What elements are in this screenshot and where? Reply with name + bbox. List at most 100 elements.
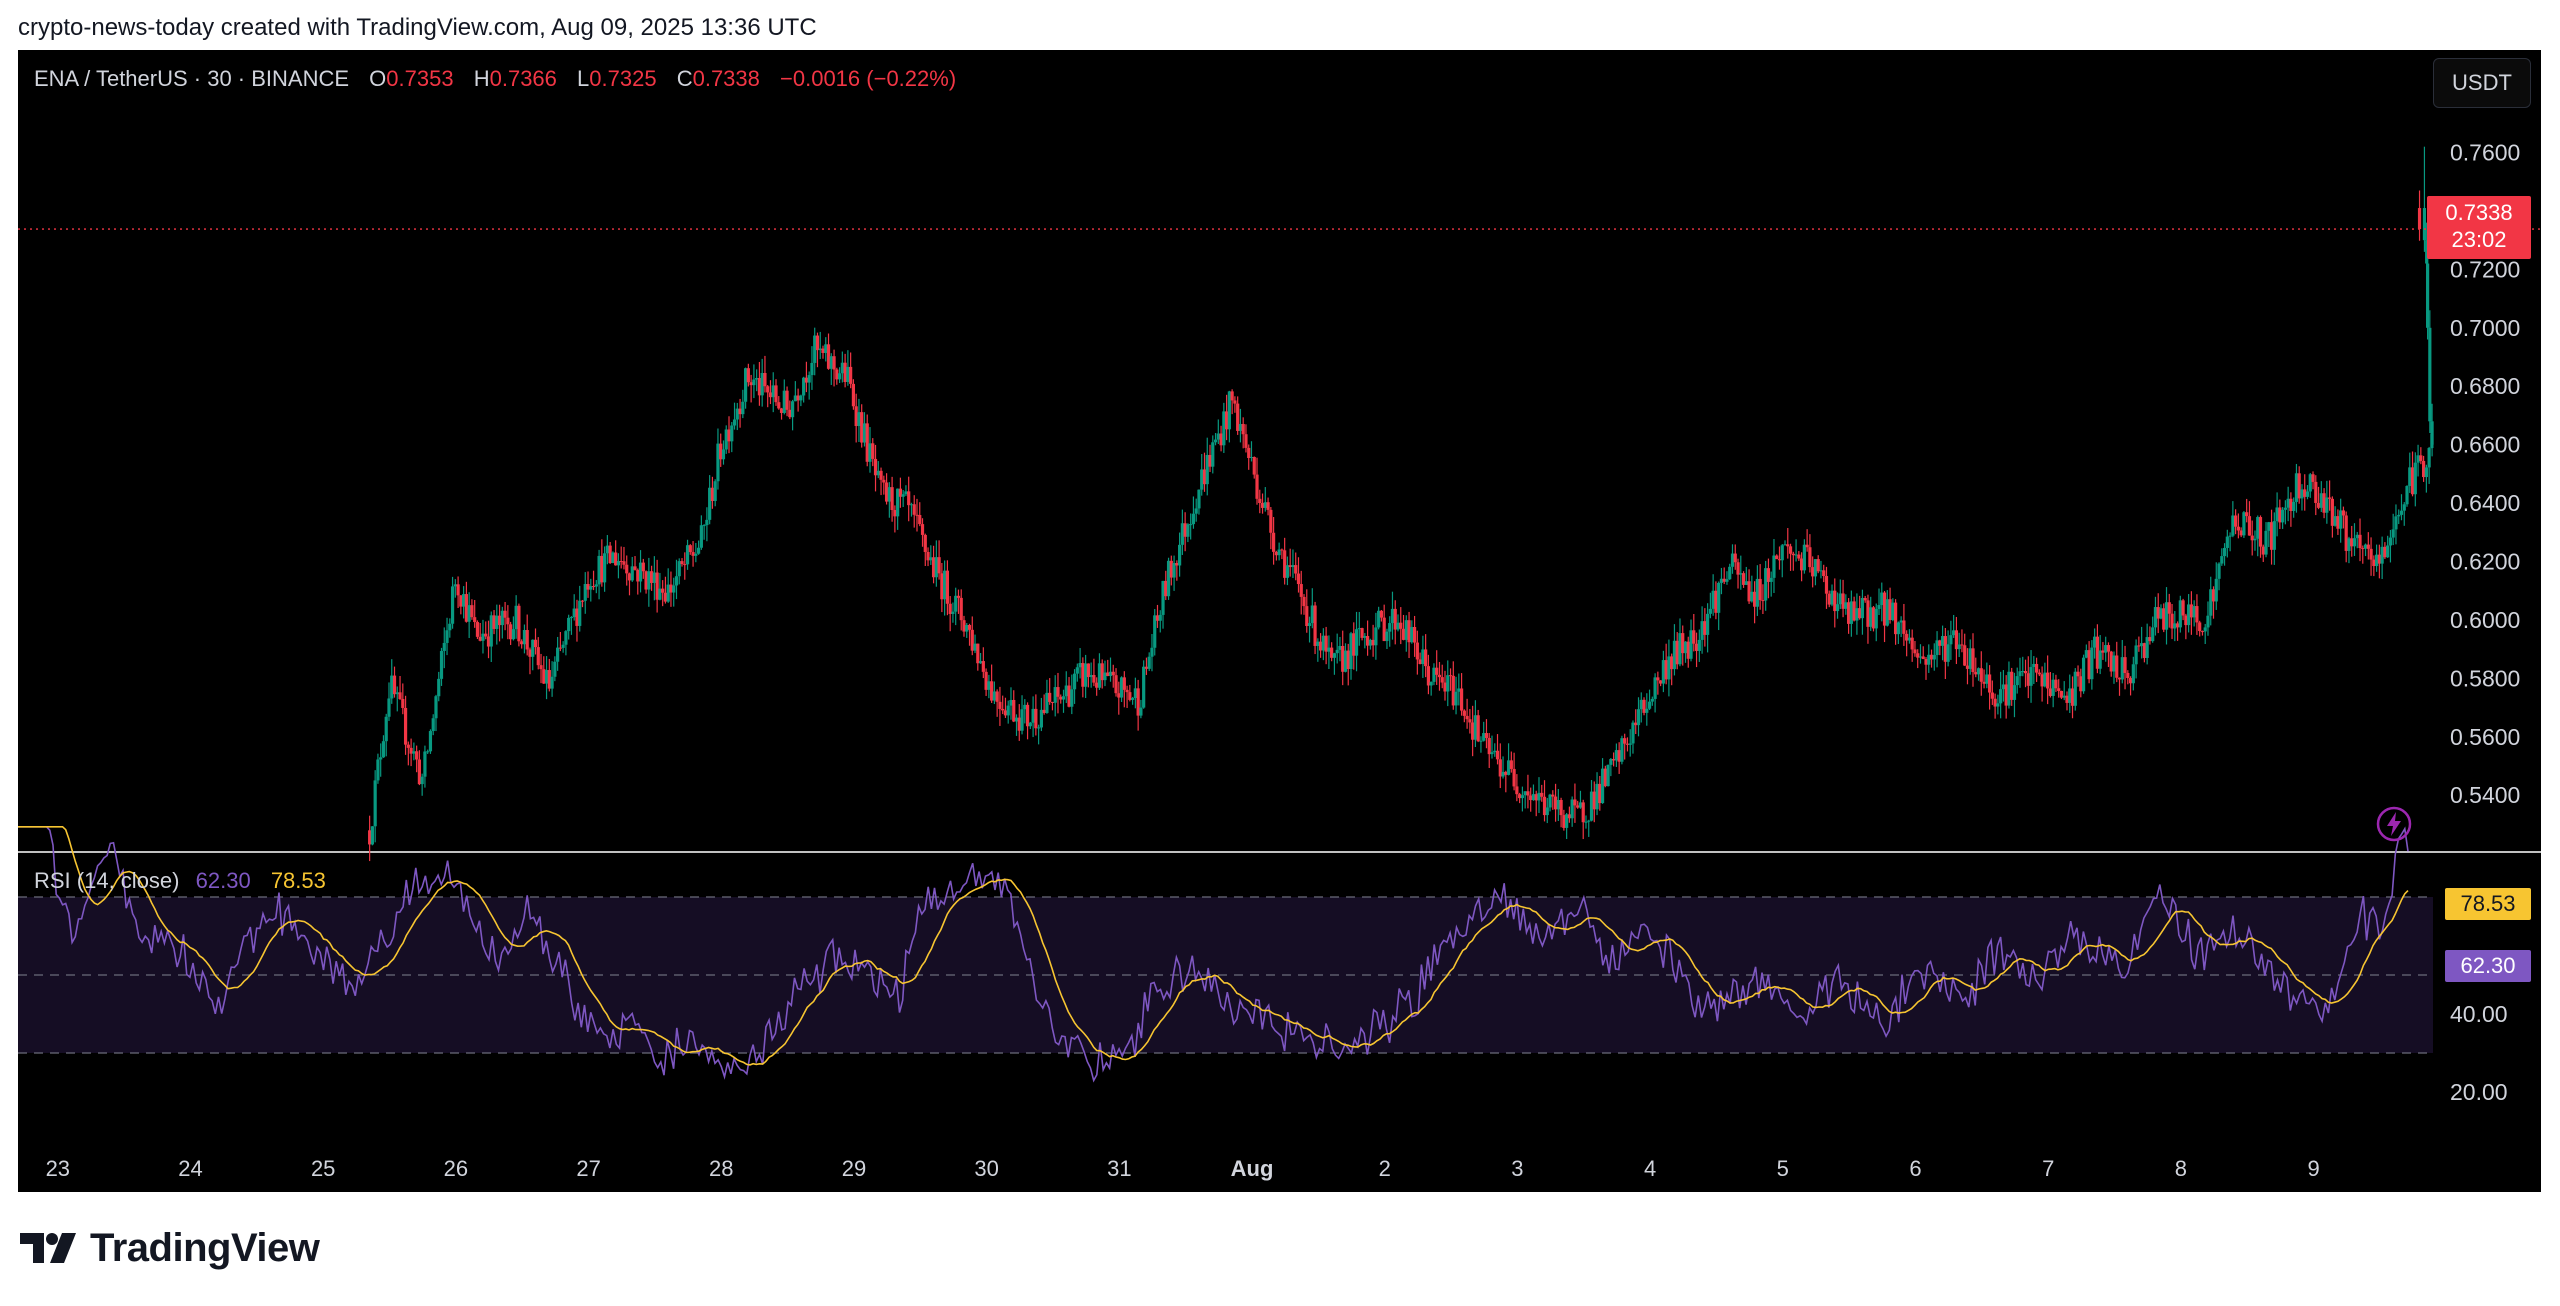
candle-body xyxy=(2054,679,2058,689)
time-tick-label: 4 xyxy=(1644,1156,1656,1181)
time-tick-label: 7 xyxy=(2042,1156,2054,1181)
candle-body xyxy=(567,617,571,632)
candle-body xyxy=(1965,665,1970,669)
tradingview-logo[interactable]: TradingView xyxy=(20,1226,320,1270)
candle-body xyxy=(2397,514,2401,517)
candle-body xyxy=(1249,457,1254,459)
candle-body xyxy=(1805,544,1809,548)
lightning-bolt-icon[interactable] xyxy=(2376,806,2412,842)
candle-body xyxy=(2034,663,2039,673)
high-value: 0.7366 xyxy=(489,66,557,91)
candle-body xyxy=(1960,644,1964,646)
candle-body xyxy=(1498,759,1502,777)
candle-body xyxy=(727,429,731,442)
candle-body xyxy=(511,629,515,640)
candle-body xyxy=(1247,447,1251,459)
candle-body xyxy=(2073,671,2077,706)
candle-body xyxy=(1169,560,1173,578)
candle-body xyxy=(1847,602,1851,624)
candle-body xyxy=(597,555,601,585)
candle-body xyxy=(1354,629,1359,656)
candle-body xyxy=(1493,750,1497,753)
candle-body xyxy=(1233,400,1237,404)
candle-body xyxy=(1318,641,1323,651)
candle-body xyxy=(1631,722,1635,744)
candle-body xyxy=(824,344,828,353)
candle-body xyxy=(666,584,670,602)
candle-body xyxy=(923,534,927,553)
candle-body xyxy=(1081,663,1085,687)
candle-body xyxy=(821,348,825,353)
candle-body xyxy=(528,649,532,657)
candle-body xyxy=(2347,538,2351,551)
candle-body xyxy=(1537,792,1541,801)
candle-body xyxy=(2416,455,2420,463)
candle-body xyxy=(2383,546,2387,558)
candle-body xyxy=(2300,489,2304,499)
candle-body xyxy=(550,676,554,689)
candle-body xyxy=(1985,674,1989,684)
candle-body xyxy=(558,647,562,649)
candle-body xyxy=(2358,534,2362,549)
candle-body xyxy=(1659,680,1663,684)
candle-body xyxy=(1294,565,1298,574)
candle-body xyxy=(2195,606,2199,623)
open-value: 0.7353 xyxy=(386,66,454,91)
candle-body xyxy=(724,429,728,450)
candle-body xyxy=(1775,555,1779,560)
price-tick-label: 0.6600 xyxy=(2450,432,2520,458)
candle-body xyxy=(2012,685,2017,700)
candle-body xyxy=(2297,473,2301,499)
candle-body xyxy=(652,572,656,583)
candle-body xyxy=(1244,434,1248,448)
candle-body xyxy=(1918,656,1923,658)
candle-body xyxy=(2192,606,2196,618)
candle-body xyxy=(450,586,455,624)
candle-body xyxy=(658,588,662,600)
candle-body xyxy=(710,487,715,501)
candle-body xyxy=(663,592,668,602)
candle-body xyxy=(2424,467,2428,478)
candle-body xyxy=(1595,783,1599,810)
candle-body xyxy=(680,561,684,565)
candle-body xyxy=(887,487,891,502)
candle-body xyxy=(782,390,786,413)
candle-body xyxy=(1236,403,1240,431)
candle-body xyxy=(840,362,844,374)
symbol-title[interactable]: ENA / TetherUS · 30 · BINANCE xyxy=(34,66,350,91)
candle-body xyxy=(636,569,640,582)
candle-body xyxy=(417,759,421,785)
candle-body xyxy=(1144,666,1149,669)
candle-body xyxy=(1683,641,1688,654)
candle-body xyxy=(533,639,538,648)
candle-body xyxy=(392,675,397,695)
candle-body xyxy=(2303,489,2307,497)
chart-canvas[interactable]: 0.5400 0.5600 0.5800 0.6000 0.6200 0.6400 0.66… xyxy=(18,50,2541,1192)
candle-body xyxy=(1617,750,1621,762)
candle-body xyxy=(1769,577,1773,582)
candle-body xyxy=(603,553,607,583)
candle-body xyxy=(1451,675,1455,706)
candle-body xyxy=(2269,522,2274,550)
candle-body xyxy=(1540,792,1544,797)
candle-body xyxy=(685,545,690,565)
candle-body xyxy=(2388,537,2393,546)
rsi-title[interactable]: RSI (14, close) xyxy=(34,868,180,893)
candle-body xyxy=(1324,635,1328,652)
candle-body xyxy=(426,751,430,753)
candle-body xyxy=(1307,623,1312,627)
rsi-tick-label: 40.00 xyxy=(2450,1001,2508,1027)
candle-body xyxy=(1363,636,1367,638)
candle-body xyxy=(448,623,452,631)
candle-body xyxy=(1797,554,1801,559)
candle-body xyxy=(2142,643,2146,658)
currency-button[interactable]: USDT xyxy=(2433,58,2531,108)
candle-body xyxy=(1971,648,1975,673)
candle-body xyxy=(420,776,424,785)
candle-body xyxy=(1037,727,1041,729)
candle-body xyxy=(1155,615,1160,621)
candle-body xyxy=(771,385,775,398)
chart-area[interactable]: 0.5400 0.5600 0.5800 0.6000 0.6200 0.6400 0.66… xyxy=(18,50,2541,1192)
candle-body xyxy=(1200,469,1204,490)
candle-body xyxy=(1634,722,1638,726)
